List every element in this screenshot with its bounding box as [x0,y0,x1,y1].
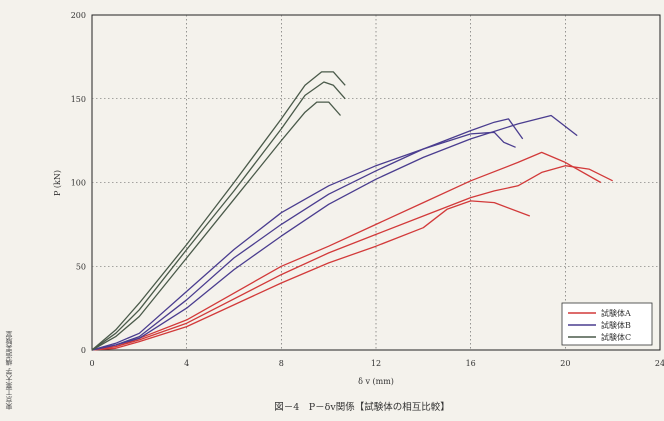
series-line-2 [91,200,531,351]
x-tick-label: 4 [184,359,189,368]
legend: 試験体A 試験体B 試験体C [561,302,653,346]
series-line-9 [91,71,346,351]
grid-lines [92,15,660,350]
figure-caption: 図－4 P－δv関係【試験体の相互比較】 [274,401,450,413]
x-tick-label: 20 [560,359,570,368]
x-tick-label: 12 [371,359,381,368]
plot-area: 0 4 8 12 16 20 24 0 50 100 150 200 [71,11,664,368]
x-tick-label: 16 [466,359,476,368]
y-tick-label: 0 [81,346,86,355]
x-axis-label: δ v (mm) [358,377,394,386]
y-tick-label: 50 [76,262,86,271]
legend-label: 試験体A [601,308,631,318]
series-lines [91,71,613,351]
x-tick-label: 8 [279,359,284,368]
series-line-5 [91,118,524,351]
x-tick-labels: 0 4 8 12 16 20 24 [89,359,664,368]
series-line-1 [91,165,613,351]
legend-box [561,302,653,346]
series-line-8 [91,81,346,351]
x-tick-label: 0 [89,359,94,368]
x-tick-label: 24 [655,359,664,368]
y-tick-label: 150 [71,95,86,104]
legend-label: 試験体C [601,332,631,342]
y-tick-label: 200 [71,11,86,20]
y-tick-labels: 0 50 100 150 200 [71,11,86,355]
series-line-6 [91,114,578,351]
legend-label: 試験体B [601,320,631,330]
y-axis-label: P (kN) [53,170,62,196]
y-tick-label: 100 [71,179,86,188]
series-line-4 [91,131,516,351]
series-line-7 [91,101,341,351]
